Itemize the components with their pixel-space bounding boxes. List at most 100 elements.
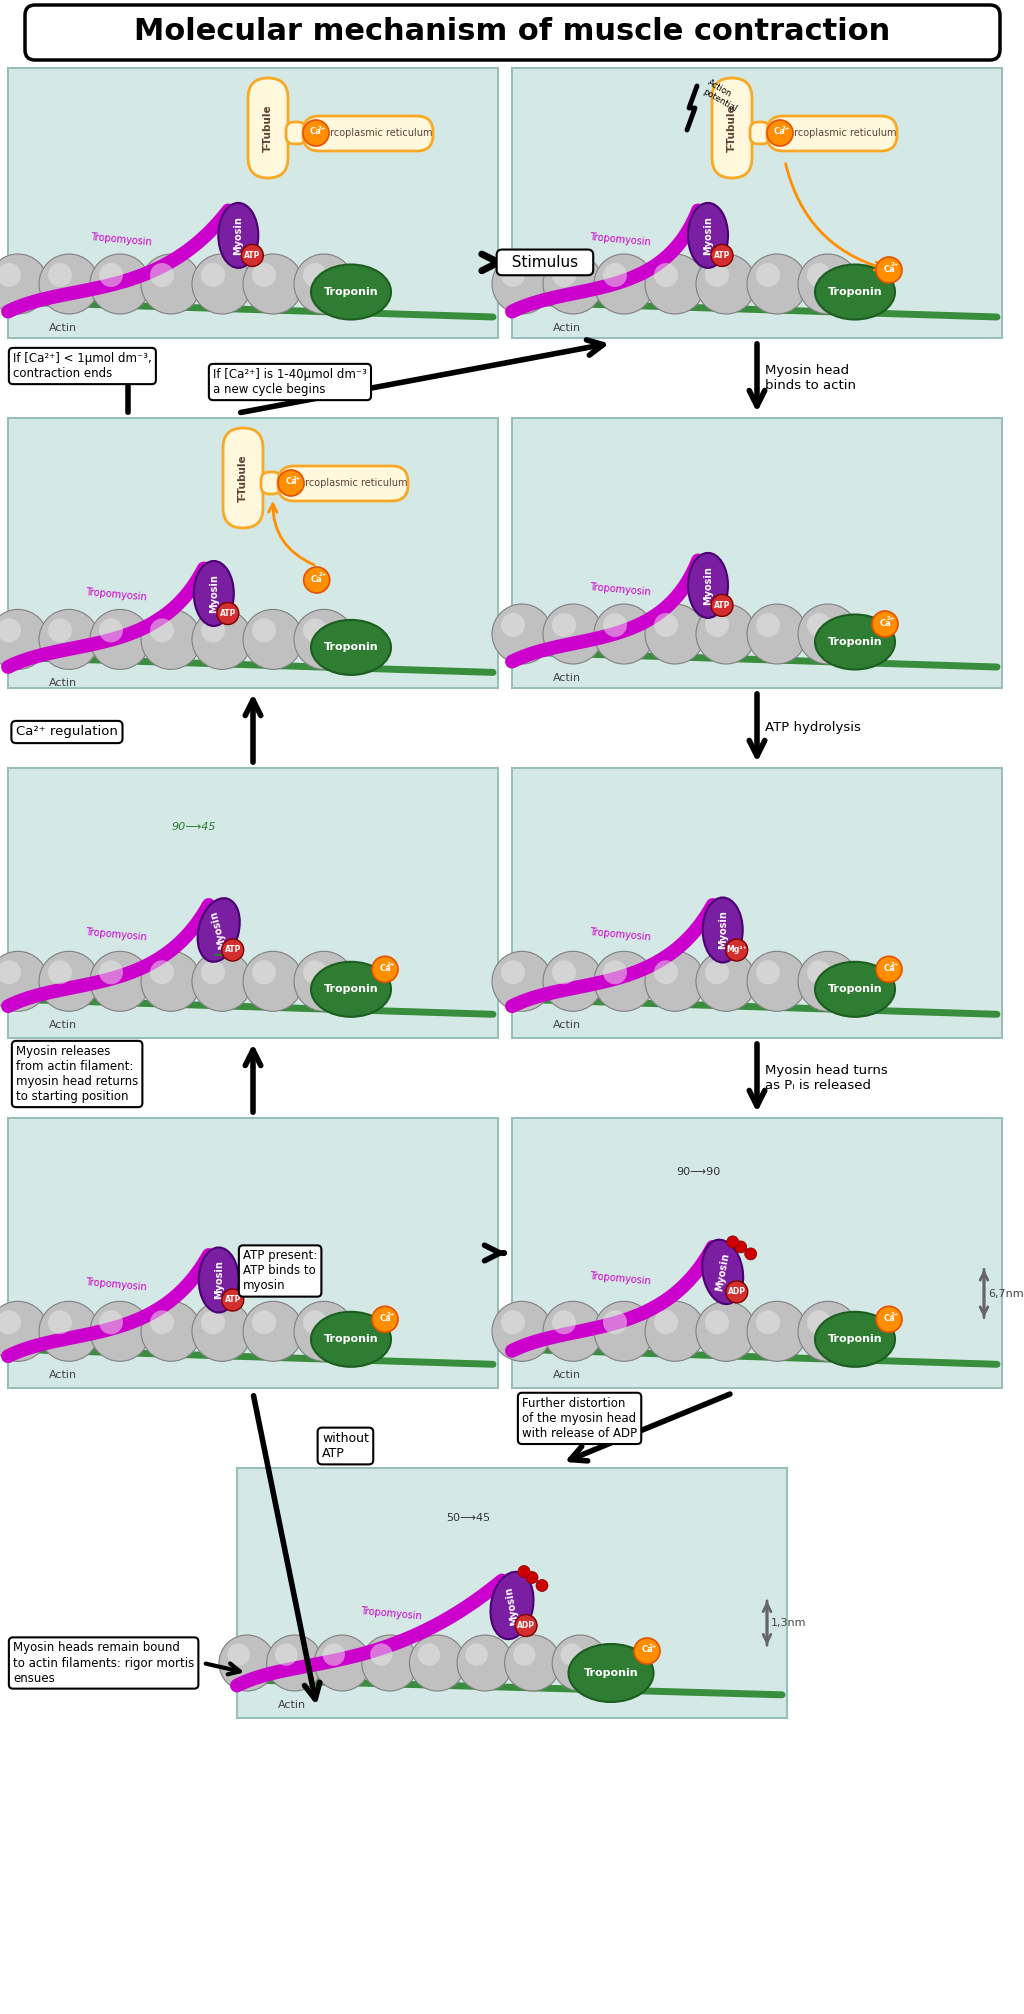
Circle shape (603, 961, 627, 985)
Ellipse shape (490, 1571, 534, 1639)
Circle shape (876, 1307, 902, 1333)
Circle shape (201, 961, 225, 985)
Bar (8, 419, 498, 689)
Circle shape (696, 254, 756, 314)
Text: 90⟶90: 90⟶90 (676, 1166, 720, 1176)
Text: 2+: 2+ (891, 963, 899, 967)
Text: Tropomyosin: Tropomyosin (589, 582, 651, 598)
Circle shape (645, 604, 705, 665)
Circle shape (252, 618, 276, 642)
Circle shape (304, 568, 330, 592)
Circle shape (501, 1311, 525, 1335)
Circle shape (492, 254, 552, 314)
Text: ATP present:
ATP binds to
myosin: ATP present: ATP binds to myosin (243, 1249, 317, 1293)
Text: T-Tubule: T-Tubule (263, 105, 273, 151)
Bar (512, 767, 1002, 1037)
Text: Tropomyosin: Tropomyosin (85, 588, 146, 602)
Ellipse shape (218, 203, 258, 268)
Circle shape (756, 961, 780, 985)
Circle shape (219, 1635, 275, 1692)
Text: Troponin: Troponin (827, 288, 883, 296)
Circle shape (90, 951, 150, 1011)
Circle shape (536, 1579, 548, 1591)
Circle shape (0, 254, 48, 314)
Circle shape (526, 1571, 538, 1583)
Circle shape (294, 254, 354, 314)
Circle shape (294, 610, 354, 669)
Text: 2+: 2+ (387, 1311, 395, 1317)
Text: Ca: Ca (880, 618, 891, 628)
Circle shape (518, 1565, 530, 1577)
Circle shape (645, 951, 705, 1011)
Circle shape (798, 1301, 858, 1361)
Text: T-Tubule: T-Tubule (727, 105, 737, 151)
Ellipse shape (199, 1247, 239, 1313)
Circle shape (705, 961, 729, 985)
Bar (512, 419, 1002, 689)
Text: Myosin: Myosin (233, 215, 244, 256)
Text: 2+: 2+ (891, 1311, 899, 1317)
FancyBboxPatch shape (261, 471, 281, 493)
Circle shape (798, 254, 858, 314)
Text: sarcoplasmic reticulum: sarcoplasmic reticulum (294, 477, 408, 487)
Text: Ca: Ca (883, 264, 895, 274)
Circle shape (594, 951, 654, 1011)
Text: Ca: Ca (641, 1645, 653, 1653)
Circle shape (492, 1301, 552, 1361)
Circle shape (0, 264, 22, 288)
Text: Actin: Actin (553, 1021, 581, 1031)
Text: Ca: Ca (883, 965, 895, 973)
Circle shape (634, 1637, 660, 1664)
Circle shape (48, 1311, 72, 1335)
Ellipse shape (815, 614, 895, 669)
Circle shape (303, 121, 329, 145)
Circle shape (603, 1311, 627, 1335)
Circle shape (798, 951, 858, 1011)
Circle shape (294, 1301, 354, 1361)
Circle shape (227, 1643, 250, 1666)
Text: Myosin: Myosin (209, 574, 219, 612)
Circle shape (410, 1635, 465, 1692)
Ellipse shape (815, 1311, 895, 1368)
Bar (8, 767, 498, 1037)
Circle shape (501, 612, 525, 636)
Circle shape (807, 264, 831, 288)
Circle shape (252, 961, 276, 985)
Circle shape (0, 618, 22, 642)
Text: ATP: ATP (714, 252, 730, 260)
Text: Action
potential: Action potential (701, 79, 743, 113)
Circle shape (726, 939, 748, 961)
Circle shape (150, 264, 174, 288)
Circle shape (746, 951, 807, 1011)
Circle shape (543, 604, 603, 665)
Text: Actin: Actin (49, 322, 77, 332)
Circle shape (48, 961, 72, 985)
Circle shape (654, 264, 678, 288)
Text: Mg²⁺: Mg²⁺ (726, 945, 748, 955)
Text: Tropomyosin: Tropomyosin (589, 1271, 651, 1287)
Circle shape (645, 254, 705, 314)
Text: sarcoplasmic reticulum: sarcoplasmic reticulum (319, 129, 433, 139)
Text: Ca: Ca (311, 574, 323, 584)
Circle shape (505, 1635, 560, 1692)
Text: 90⟶45: 90⟶45 (172, 822, 216, 832)
Circle shape (252, 264, 276, 288)
Circle shape (560, 1643, 583, 1666)
Circle shape (501, 961, 525, 985)
Circle shape (552, 264, 575, 288)
Circle shape (222, 1289, 244, 1311)
Text: ADP: ADP (517, 1621, 535, 1629)
Text: Myosin head turns
as Pᵢ is released: Myosin head turns as Pᵢ is released (765, 1063, 888, 1092)
Circle shape (727, 1237, 738, 1249)
Text: T-Tubule: T-Tubule (238, 455, 248, 501)
Text: Myosin: Myosin (715, 1253, 731, 1291)
FancyBboxPatch shape (223, 429, 263, 528)
Ellipse shape (815, 264, 895, 320)
Circle shape (696, 951, 756, 1011)
Circle shape (876, 957, 902, 983)
Text: Actin: Actin (278, 1700, 306, 1710)
Text: If [Ca²⁺] < 1µmol dm⁻³,
contraction ends: If [Ca²⁺] < 1µmol dm⁻³, contraction ends (13, 352, 152, 381)
Circle shape (323, 1643, 345, 1666)
Circle shape (594, 604, 654, 665)
Ellipse shape (311, 620, 391, 675)
